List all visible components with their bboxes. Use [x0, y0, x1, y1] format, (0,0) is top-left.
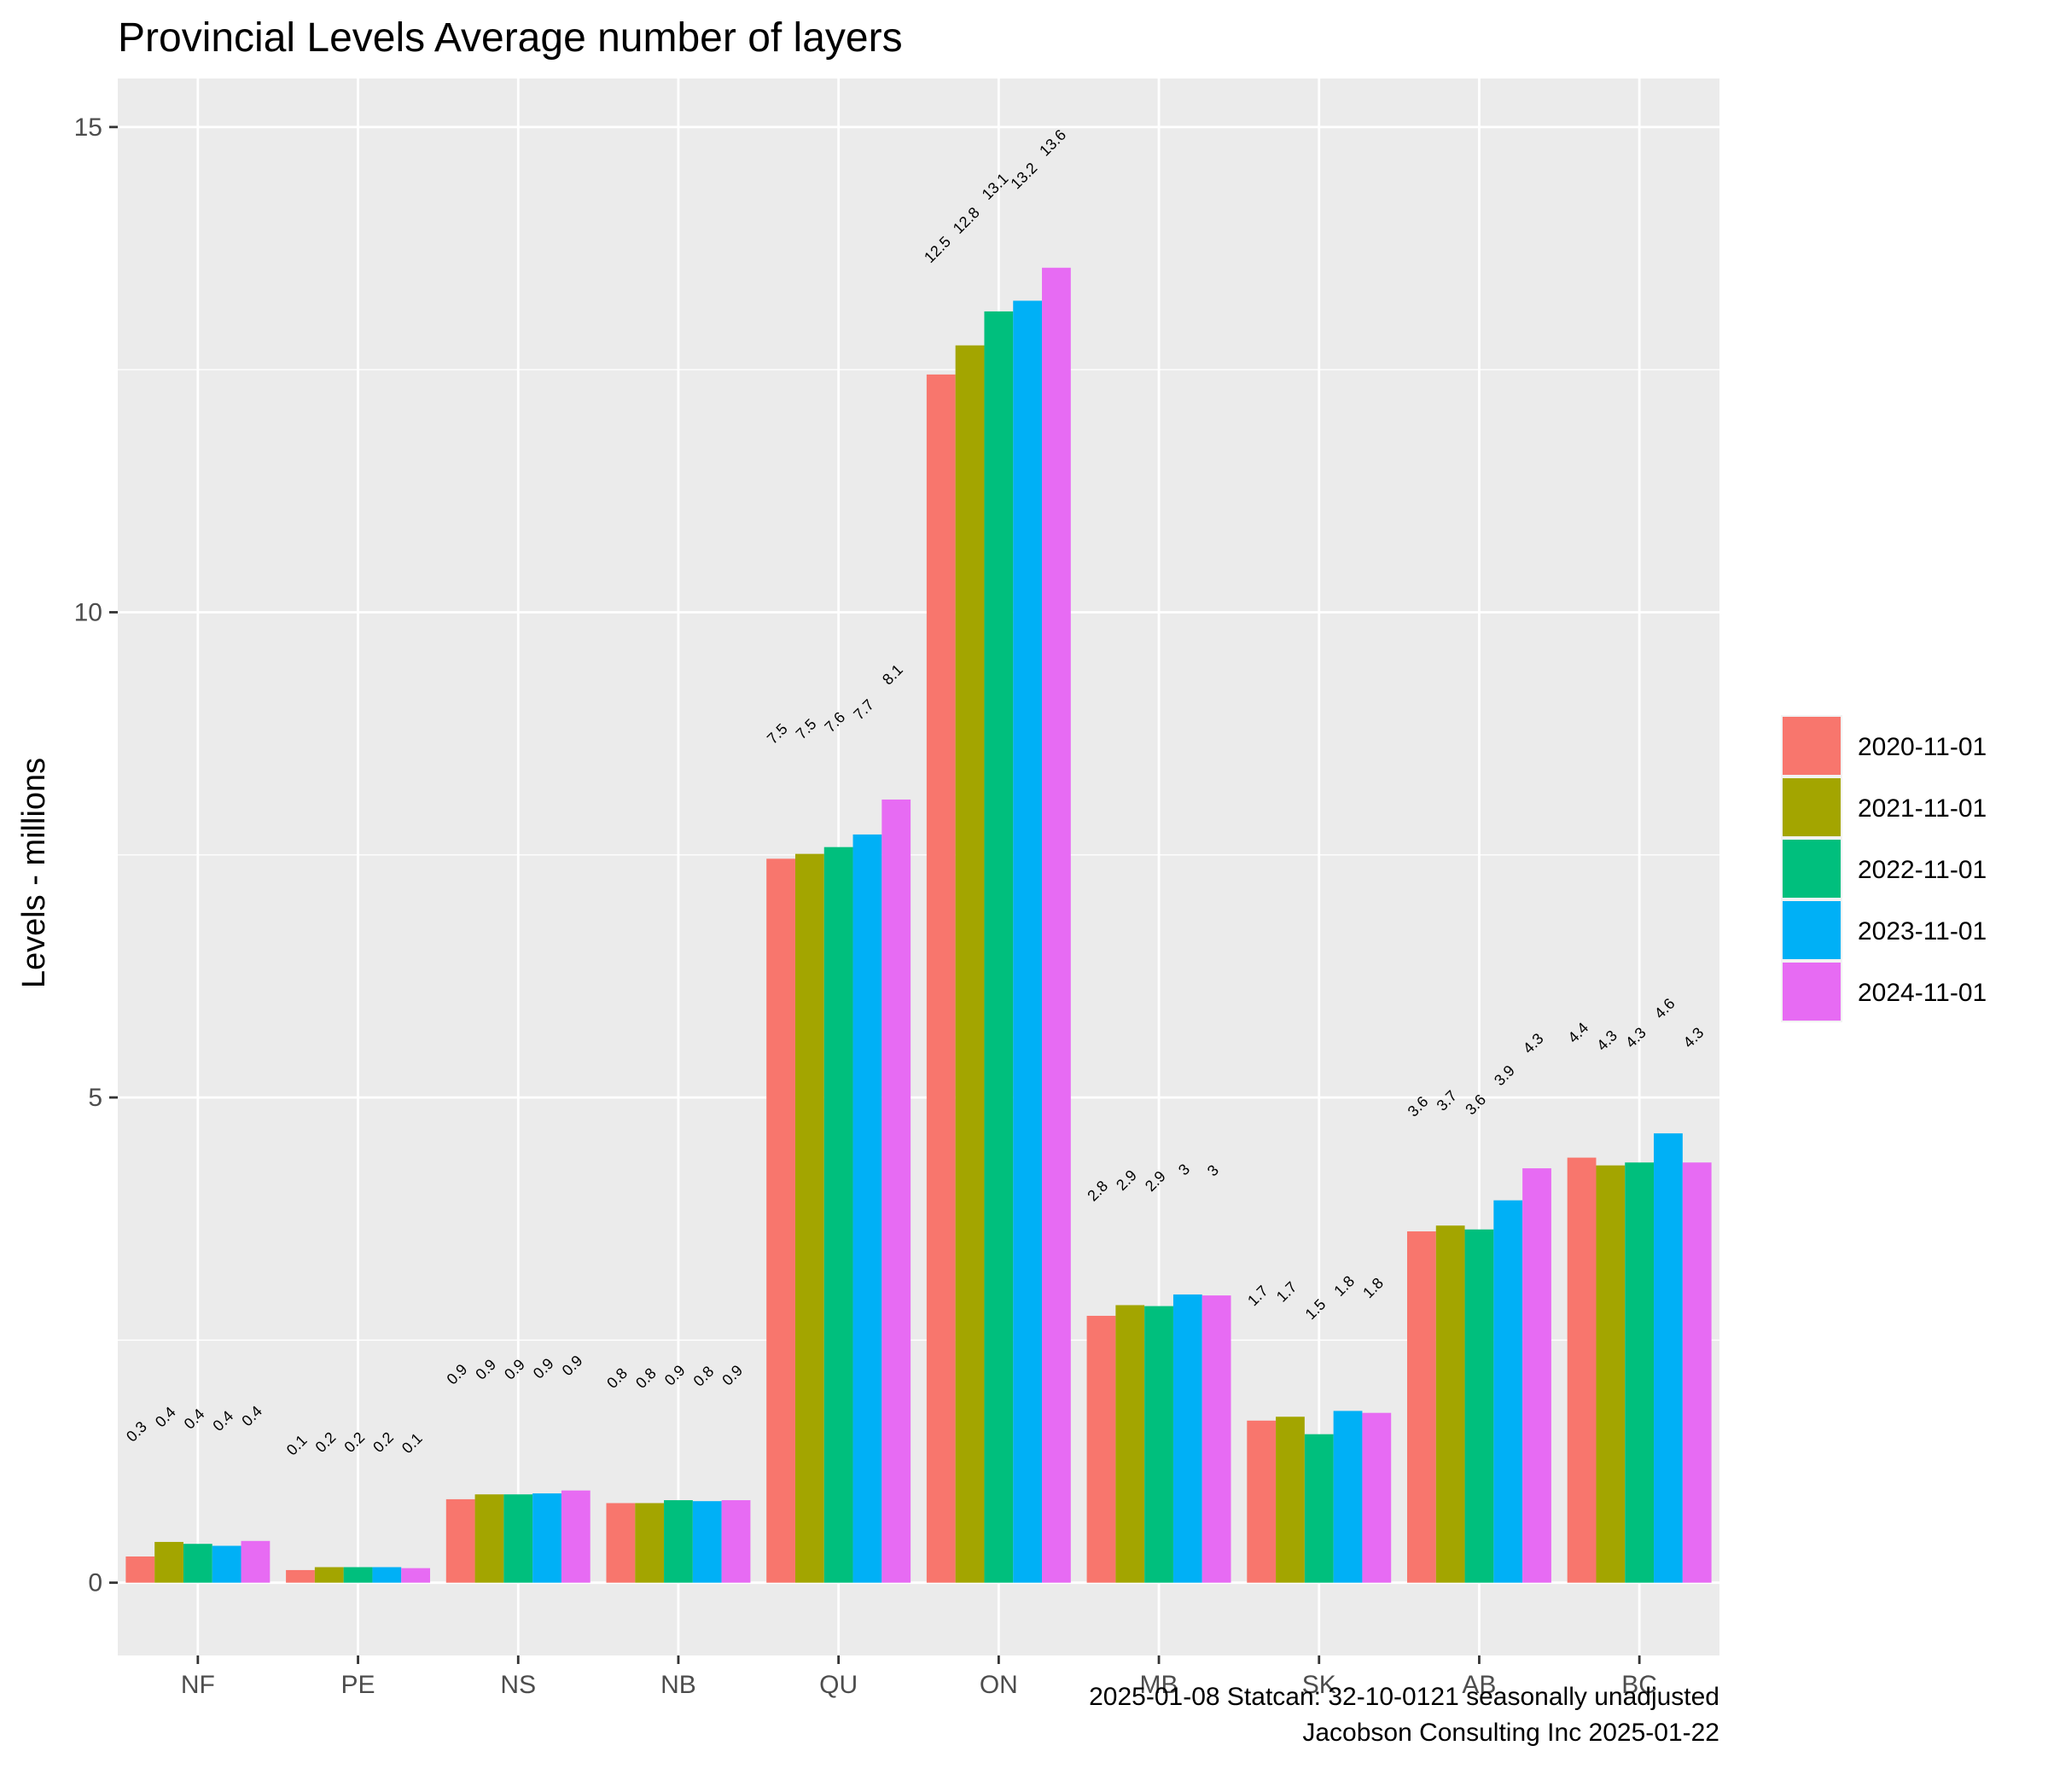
bar-qu-2021-11-01: [794, 853, 824, 1583]
x-tick-label-sk: SK: [1302, 1671, 1336, 1699]
y-tick-label: 5: [88, 1084, 102, 1112]
bar-bc-2020-11-01: [1567, 1157, 1597, 1583]
bar-qu-2022-11-01: [823, 847, 853, 1583]
legend-swatch-2024-11-01: [1783, 963, 1841, 1021]
bar-ns-2023-11-01: [532, 1493, 561, 1583]
bar-pe-2020-11-01: [286, 1569, 315, 1583]
bar-sk-2024-11-01: [1362, 1412, 1392, 1583]
bar-on-2023-11-01: [1013, 300, 1043, 1583]
bar-ab-2024-11-01: [1522, 1168, 1551, 1583]
bar-ns-2021-11-01: [474, 1494, 504, 1583]
bar-bc-2021-11-01: [1596, 1165, 1626, 1583]
x-tick-label-pe: PE: [341, 1671, 375, 1699]
bar-pe-2024-11-01: [401, 1568, 431, 1583]
bar-pe-2022-11-01: [343, 1567, 373, 1583]
y-axis-title: Levels - millions: [16, 758, 52, 988]
bar-mb-2022-11-01: [1144, 1306, 1173, 1583]
x-tick-label-ab: AB: [1462, 1671, 1496, 1699]
bar-ns-2022-11-01: [503, 1494, 533, 1583]
legend-swatch-2022-11-01: [1783, 840, 1841, 898]
bar-ab-2023-11-01: [1493, 1200, 1523, 1583]
legend-swatch-2020-11-01: [1783, 717, 1841, 775]
bar-pe-2021-11-01: [314, 1567, 344, 1583]
bar-nb-2021-11-01: [635, 1503, 665, 1583]
legend-swatch-2023-11-01: [1783, 901, 1841, 959]
major-gridlines: [118, 79, 1719, 1655]
x-tick-label-qu: QU: [819, 1671, 858, 1699]
legend-swatch-2021-11-01: [1783, 778, 1841, 836]
legend: 2020-11-01 2021-11-01 2022-11-01 2023-11-01…: [1781, 715, 1987, 1022]
bar-nf-2024-11-01: [241, 1540, 271, 1583]
y-axis: 0 5 10 15: [74, 113, 118, 1597]
bar-ab-2020-11-01: [1406, 1231, 1436, 1583]
bar-mb-2021-11-01: [1115, 1305, 1145, 1583]
caption-source: 2025-01-08 Statcan: 32-10-0121 seasonall…: [1089, 1683, 1719, 1711]
x-tick-label-ns: NS: [500, 1671, 536, 1699]
bar-sk-2020-11-01: [1247, 1420, 1277, 1583]
bar-bc-2022-11-01: [1625, 1162, 1655, 1583]
bar-on-2021-11-01: [955, 345, 985, 1583]
bar-nb-2024-11-01: [721, 1500, 751, 1583]
bar-qu-2020-11-01: [766, 858, 795, 1583]
chart-title: Provincial Levels Average number of laye…: [118, 15, 903, 61]
bar-nf-2023-11-01: [212, 1545, 241, 1583]
x-tick-label-on: ON: [980, 1671, 1018, 1699]
bar-qu-2023-11-01: [852, 834, 882, 1583]
bar-qu-2024-11-01: [881, 799, 911, 1583]
x-tick-label-nf: NF: [181, 1671, 215, 1699]
bar-ab-2021-11-01: [1435, 1225, 1465, 1583]
bar-nf-2021-11-01: [154, 1541, 183, 1583]
x-tick-label-mb: MB: [1140, 1671, 1178, 1699]
bar-bc-2024-11-01: [1682, 1162, 1712, 1583]
bar-pe-2023-11-01: [372, 1567, 402, 1583]
bar-mb-2024-11-01: [1201, 1295, 1231, 1583]
bar-nf-2022-11-01: [183, 1544, 212, 1583]
bar-sk-2021-11-01: [1276, 1417, 1305, 1583]
bar-nf-2020-11-01: [125, 1556, 155, 1583]
legend-label-2022-11-01: 2022-11-01: [1858, 856, 1987, 884]
legend-label-2020-11-01: 2020-11-01: [1858, 733, 1987, 761]
bar-nb-2022-11-01: [664, 1500, 693, 1583]
x-tick-label-bc: BC: [1621, 1671, 1657, 1699]
bar-mb-2023-11-01: [1172, 1294, 1202, 1583]
legend-label-2023-11-01: 2023-11-01: [1858, 917, 1987, 945]
bar-nb-2020-11-01: [606, 1503, 636, 1583]
bars: [125, 267, 1712, 1583]
bar-sk-2023-11-01: [1333, 1411, 1363, 1583]
bar-bc-2023-11-01: [1654, 1133, 1683, 1583]
bar-on-2024-11-01: [1042, 267, 1071, 1583]
bar-on-2022-11-01: [984, 311, 1014, 1583]
bar-ns-2024-11-01: [561, 1490, 591, 1583]
y-tick-label: 0: [88, 1569, 102, 1597]
bar-on-2020-11-01: [926, 374, 956, 1583]
legend-label-2021-11-01: 2021-11-01: [1858, 794, 1987, 823]
x-axis: NF PE NS NB QU ON MB SK AB BC: [181, 1655, 1657, 1699]
x-tick-label-nb: NB: [660, 1671, 696, 1699]
bar-ab-2022-11-01: [1464, 1229, 1494, 1583]
legend-label-2024-11-01: 2024-11-01: [1858, 979, 1987, 1007]
caption-credit: Jacobson Consulting Inc 2025-01-22: [1302, 1719, 1719, 1747]
bar-mb-2020-11-01: [1086, 1315, 1116, 1583]
bar-sk-2022-11-01: [1304, 1434, 1334, 1583]
y-tick-label: 10: [74, 598, 102, 626]
bar-nb-2023-11-01: [692, 1501, 722, 1583]
bar-ns-2020-11-01: [445, 1498, 475, 1583]
y-tick-label: 15: [74, 113, 102, 142]
